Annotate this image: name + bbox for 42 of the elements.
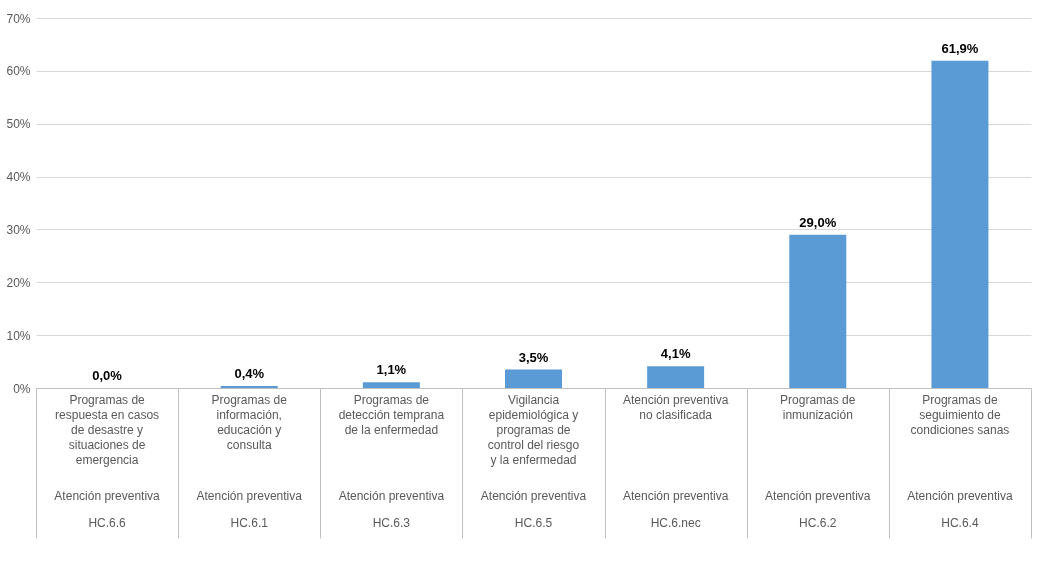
bar [789, 234, 847, 388]
text: Atención preventiva [765, 489, 871, 503]
bar [362, 382, 420, 388]
data-label: 0,0% [92, 368, 123, 383]
x-tick-label: Programas de seguimiento de condiciones sanas [910, 393, 1010, 437]
text: Atención preventiva [196, 489, 303, 503]
text: HC.6.5 [514, 516, 553, 530]
data-label: 4,1% [660, 346, 691, 362]
y-tick-label: 40% [6, 170, 31, 185]
text: Atención preventiva [338, 489, 445, 503]
data-label: 29,0% [799, 214, 837, 230]
bar [647, 366, 705, 388]
text: HC.6.nec [650, 516, 701, 530]
text: HC.6.3 [372, 516, 411, 530]
bar [931, 60, 989, 388]
x-tick-label: Programas de respuesta en casos de desastre y situaciones de emergencia [55, 393, 160, 467]
y-tick-label: 20% [6, 275, 31, 290]
text: Atención preventiva [480, 489, 587, 503]
x-tick-label: Programas de detección temprana de la enfermedad [338, 393, 445, 437]
bar [505, 369, 562, 388]
y-tick-label: 60% [6, 64, 31, 79]
x-tick-label: Vigilancia epidemiológica y programas de control del riesgo y la enfermedad [487, 393, 580, 467]
text: HC.6.2 [799, 516, 837, 530]
y-tick-label: 10% [6, 328, 31, 343]
data-label: 1,1% [376, 362, 407, 378]
text: Atención preventiva [907, 489, 1013, 503]
text: HC.6.4 [941, 516, 979, 530]
y-tick-label: 30% [6, 222, 31, 237]
data-label: 0,4% [234, 365, 265, 381]
y-tick-label: 50% [6, 117, 31, 132]
x-tick-label: Programas de inmunización [780, 393, 856, 422]
bar [220, 385, 278, 388]
y-tick-label: 70% [6, 11, 31, 26]
data-label: 3,5% [518, 349, 549, 365]
text: HC.6.6 [88, 516, 127, 530]
y-tick-label: 0% [13, 381, 31, 396]
text: Atención preventiva [622, 489, 729, 503]
x-tick-label: Atención preventiva no clasificada [622, 393, 729, 422]
x-tick-label: Programas de información, educación y consulta [211, 393, 288, 452]
text: Atención preventiva [54, 489, 161, 503]
text: HC.6.1 [230, 516, 269, 530]
data-label: 61,9% [941, 40, 979, 56]
